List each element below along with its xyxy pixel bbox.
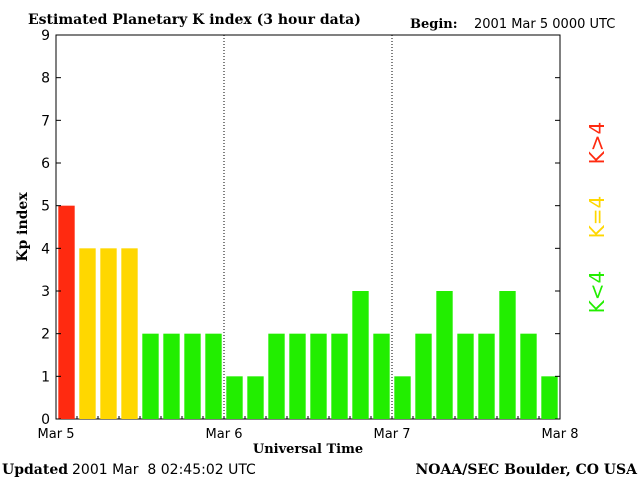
y-axis-ticks: 0 1 2 3 4 5 6 7 8 9 (41, 28, 560, 428)
x-tick-label: Mar 6 (206, 427, 243, 442)
kp-bar (100, 248, 117, 419)
bars (58, 205, 558, 419)
kp-bar (499, 291, 516, 419)
legend: K>4 K=4 K<4 (585, 122, 609, 314)
kp-bar (394, 376, 411, 419)
y-tick-label: 2 (41, 327, 50, 343)
kp-bar (352, 291, 369, 419)
credit-text: NOAA/SEC Boulder, CO USA (416, 462, 639, 478)
x-axis-label: Universal Time (253, 442, 363, 457)
y-tick-label: 6 (41, 156, 50, 172)
kp-bar (58, 205, 75, 419)
y-tick-label: 4 (41, 241, 50, 257)
kp-bar (268, 333, 285, 419)
legend-label: K>4 (585, 122, 609, 165)
begin-value: 2001 Mar 5 0000 UTC (474, 17, 615, 32)
kp-bar (310, 333, 327, 419)
x-axis-ticks: Mar 5 Mar 6 Mar 7 Mar 8 (38, 416, 579, 442)
legend-label: K=4 (585, 196, 609, 239)
kp-bar (247, 376, 264, 419)
legend-label: K<4 (585, 271, 609, 314)
kp-bar (121, 248, 138, 419)
y-tick-label: 3 (41, 284, 50, 300)
y-tick-label: 7 (41, 113, 50, 129)
kp-bar (436, 291, 453, 419)
kp-bar (373, 333, 390, 419)
kp-bar (331, 333, 348, 419)
y-tick-label: 5 (41, 199, 50, 215)
kp-bar (457, 333, 474, 419)
kp-bar (541, 376, 558, 419)
x-tick-label: Mar 8 (542, 427, 579, 442)
kp-bar (142, 333, 159, 419)
y-tick-label: 8 (41, 71, 50, 87)
kp-bar (415, 333, 432, 419)
kp-bar (478, 333, 495, 419)
kp-bar (520, 333, 537, 419)
kp-bar (163, 333, 180, 419)
updated-value: 2001 Mar 8 02:45:02 UTC (72, 462, 256, 478)
kp-bar (79, 248, 96, 419)
y-tick-label: 1 (41, 369, 50, 385)
begin-label: Begin: (410, 17, 458, 32)
day-dividers (223, 35, 393, 419)
kp-bar (289, 333, 306, 419)
kp-bar (226, 376, 243, 419)
kp-bar (184, 333, 201, 419)
x-tick-label: Mar 7 (374, 427, 411, 442)
x-tick-label: Mar 5 (38, 427, 75, 442)
updated-label: Updated (2, 462, 68, 478)
kp-bar (205, 333, 222, 419)
chart-title: Estimated Planetary K index (3 hour data… (28, 12, 361, 28)
y-tick-label: 9 (41, 28, 50, 44)
y-tick-label: 0 (41, 412, 50, 428)
y-axis-label: Kp index (15, 192, 31, 262)
